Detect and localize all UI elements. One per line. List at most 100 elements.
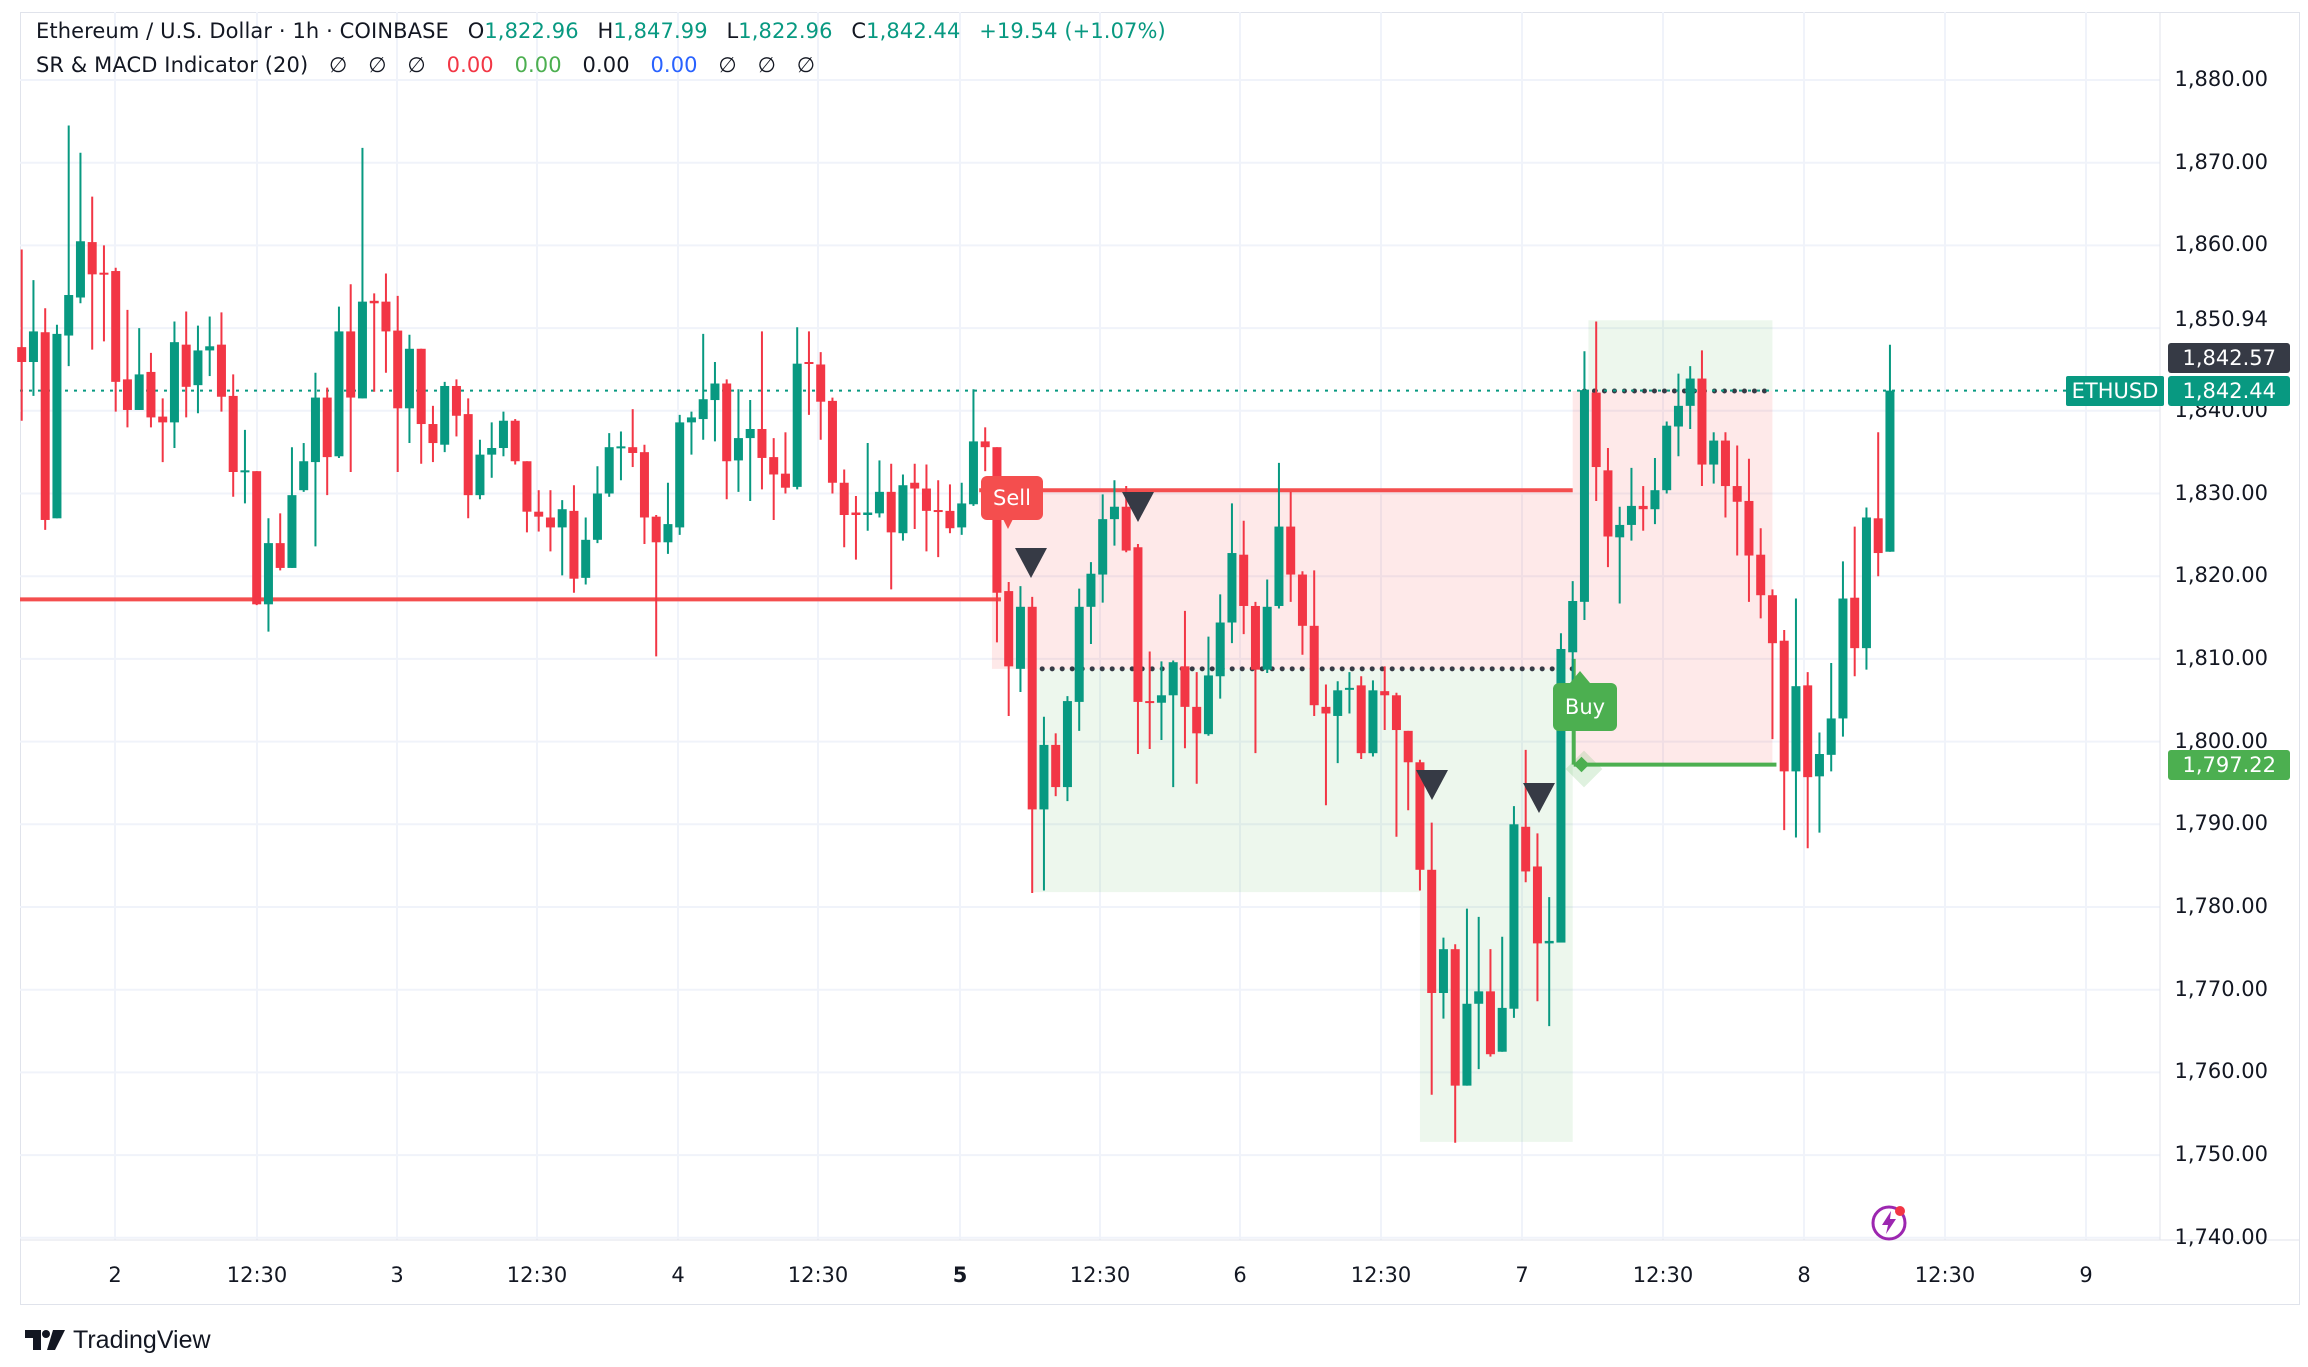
candle-up[interactable] [792, 327, 802, 490]
candle-down[interactable] [428, 405, 438, 463]
candle-up[interactable] [1109, 480, 1119, 546]
candle-down[interactable] [1403, 730, 1413, 811]
candle-up[interactable] [1826, 663, 1836, 772]
candle-up[interactable] [1062, 696, 1072, 802]
candle-down[interactable] [451, 379, 461, 437]
candle-up[interactable] [1662, 421, 1672, 494]
candle-up[interactable] [557, 500, 567, 576]
candle-up[interactable] [1838, 561, 1848, 737]
candle-up[interactable] [581, 517, 591, 585]
candle-down[interactable] [1239, 520, 1249, 635]
candle-up[interactable] [1462, 908, 1472, 1086]
candle-down[interactable] [545, 490, 555, 552]
candle-down[interactable] [1720, 432, 1730, 518]
candle-up[interactable] [968, 389, 978, 506]
candlestick-series[interactable] [17, 125, 1895, 1143]
candle-up[interactable] [1227, 503, 1237, 644]
candle-up[interactable] [1474, 916, 1484, 1070]
candle-down[interactable] [17, 249, 27, 421]
candle-down[interactable] [1004, 581, 1014, 716]
candle-down[interactable] [1697, 350, 1707, 487]
candle-down[interactable] [1309, 570, 1319, 716]
candle-up[interactable] [1544, 897, 1554, 1027]
candle-up[interactable] [698, 333, 708, 440]
candle-down[interactable] [839, 469, 849, 548]
candle-down[interactable] [945, 484, 955, 534]
candle-up[interactable] [1039, 716, 1049, 891]
candle-down[interactable] [933, 480, 943, 558]
candle-down[interactable] [1356, 676, 1366, 759]
candle-down[interactable] [569, 485, 579, 593]
candle-up[interactable] [134, 328, 144, 410]
candle-up[interactable] [498, 411, 508, 457]
candle-up[interactable] [663, 482, 673, 554]
candle-down[interactable] [158, 398, 168, 463]
candle-down[interactable] [1532, 833, 1542, 1002]
candle-down[interactable] [1297, 571, 1307, 655]
candle-up[interactable] [733, 389, 743, 492]
candle-down[interactable] [816, 352, 826, 440]
candle-up[interactable] [404, 334, 414, 444]
candle-down[interactable] [534, 490, 544, 532]
candle-up[interactable] [686, 411, 696, 455]
candle-up[interactable] [863, 443, 873, 531]
candle-up[interactable] [64, 125, 74, 367]
candle-down[interactable] [510, 419, 520, 465]
candle-up[interactable] [745, 400, 755, 501]
candle-up[interactable] [1368, 680, 1378, 757]
indicator-name[interactable]: SR & MACD Indicator (20) [36, 53, 309, 77]
candle-up[interactable] [1673, 373, 1683, 457]
candle-up[interactable] [240, 429, 250, 504]
candle-down[interactable] [122, 309, 132, 428]
candle-down[interactable] [1744, 458, 1754, 602]
candle-up[interactable] [357, 147, 367, 399]
candle-up[interactable] [205, 316, 215, 377]
candle-up[interactable] [475, 439, 485, 500]
candle-up[interactable] [52, 324, 62, 519]
candle-down[interactable] [628, 409, 638, 468]
candle-down[interactable] [1521, 749, 1531, 883]
candle-down[interactable] [1415, 759, 1425, 891]
candle-up[interactable] [592, 466, 602, 544]
candle-down[interactable] [228, 374, 238, 497]
candle-down[interactable] [851, 495, 861, 560]
candle-down[interactable] [910, 463, 920, 530]
candle-down[interactable] [346, 284, 356, 472]
candle-down[interactable] [275, 513, 285, 571]
candle-up[interactable] [1215, 594, 1225, 699]
candle-down[interactable] [416, 348, 426, 464]
candle-up[interactable] [1861, 507, 1871, 670]
candle-down[interactable] [1391, 692, 1401, 837]
candle-up[interactable] [28, 280, 38, 396]
candle-down[interactable] [1638, 486, 1648, 531]
candle-down[interactable] [1873, 432, 1883, 577]
lightning-alert-icon[interactable] [1869, 1202, 1909, 1242]
candle-down[interactable] [1427, 822, 1437, 1095]
candle-up[interactable] [874, 460, 884, 518]
candle-down[interactable] [40, 308, 50, 530]
candle-up[interactable] [1344, 672, 1354, 714]
candle-down[interactable] [111, 267, 121, 412]
candle-down[interactable] [381, 273, 391, 373]
candle-up[interactable] [1015, 586, 1025, 692]
candle-up[interactable] [1156, 661, 1166, 740]
candle-up[interactable] [1086, 562, 1096, 645]
candle-up[interactable] [1168, 660, 1178, 788]
candle-down[interactable] [1850, 526, 1860, 677]
candle-down[interactable] [804, 331, 814, 415]
candle-down[interactable] [722, 379, 732, 500]
candle-up[interactable] [75, 152, 85, 304]
indicator-legend[interactable]: SR & MACD Indicator (20) ∅ ∅ ∅ 0.00 0.00… [36, 53, 815, 77]
candle-down[interactable] [216, 312, 226, 412]
candle-down[interactable] [522, 461, 532, 533]
candle-down[interactable] [146, 352, 156, 428]
candle-up[interactable] [1262, 579, 1272, 673]
candle-down[interactable] [1250, 601, 1260, 754]
candle-down[interactable] [980, 427, 990, 472]
candle-up[interactable] [675, 414, 685, 535]
candle-down[interactable] [1803, 672, 1813, 849]
candle-down[interactable] [921, 464, 931, 552]
candle-down[interactable] [1450, 944, 1460, 1143]
candle-down[interactable] [393, 295, 403, 472]
